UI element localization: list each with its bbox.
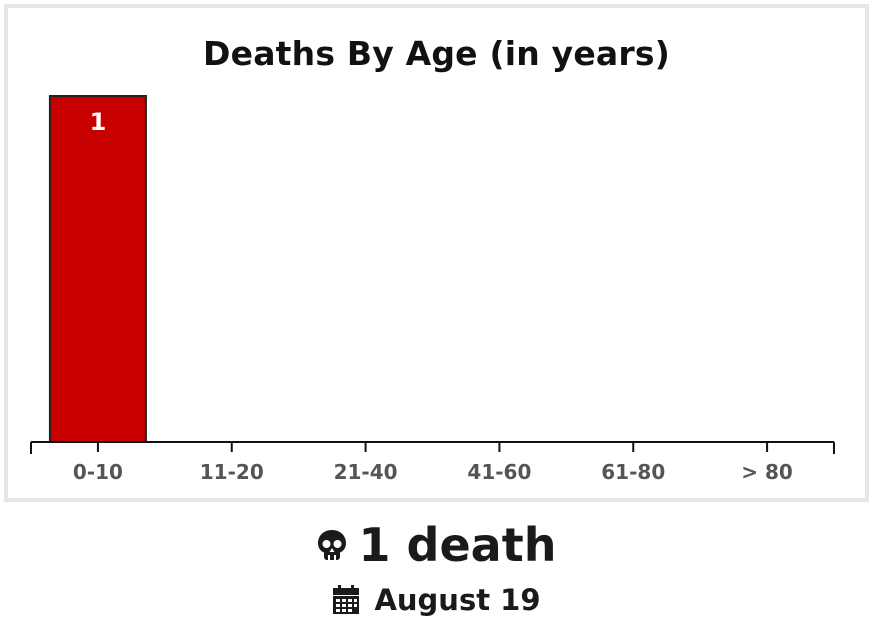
- death-count-line: 1 death: [0, 516, 873, 574]
- death-count-text: 1 death: [358, 518, 557, 572]
- x-tick-label-3: 41-60: [467, 460, 531, 484]
- bar-value-label-0: 1: [90, 108, 107, 136]
- chart-panel: Deaths By Age (in years) 1 0-10 11-20 21-40…: [4, 4, 869, 502]
- x-tick-label-2: 21-40: [334, 460, 398, 484]
- summary: 1 death August 19: [0, 516, 873, 620]
- bar-chart: 1 0-10 11-20 21-40 41-60 61-80 > 80: [30, 95, 835, 484]
- date-line: August 19: [0, 580, 873, 620]
- x-tick-label-1: 11-20: [200, 460, 264, 484]
- x-tick-label-0: 0-10: [73, 460, 123, 484]
- calendar-icon: [332, 585, 360, 615]
- chart-title: Deaths By Age (in years): [203, 34, 670, 73]
- x-tick-label-5: > 80: [741, 460, 793, 484]
- skull-icon: [317, 529, 347, 561]
- date-text: August 19: [374, 583, 541, 617]
- bar-0: [48, 95, 147, 443]
- x-tick-label-4: 61-80: [601, 460, 665, 484]
